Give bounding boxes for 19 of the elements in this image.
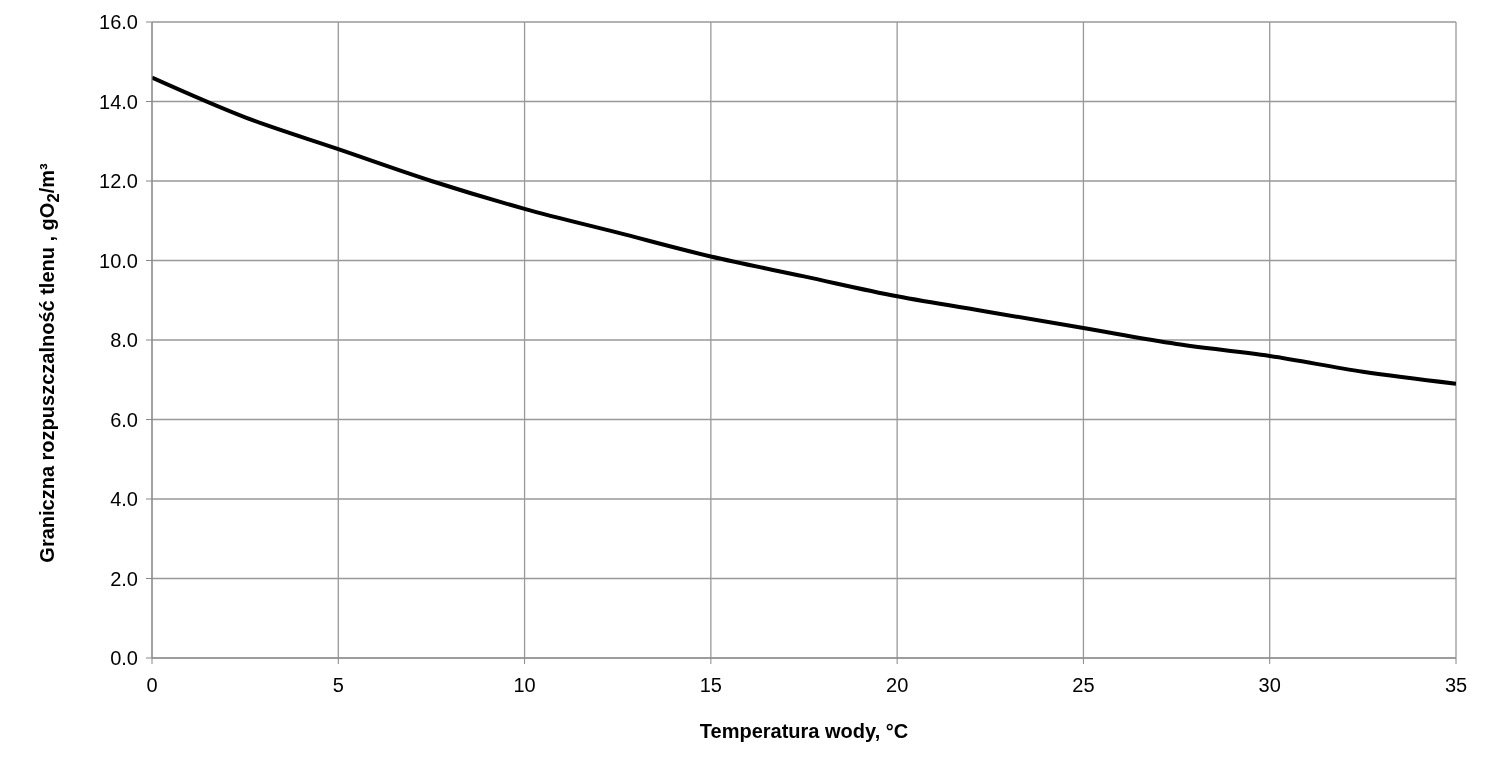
y-tick-label: 2.0 (110, 567, 138, 590)
x-tick-label: 10 (513, 674, 536, 696)
x-tick-label: 35 (1444, 674, 1468, 696)
x-axis-title: Temperatura wody, °C (699, 720, 909, 742)
x-tick-label: 25 (1072, 674, 1095, 696)
y-tick-label: 16.0 (99, 11, 138, 34)
y-tick-label: 12.0 (99, 170, 138, 193)
x-tick-label: 5 (332, 674, 344, 696)
x-tick-label: 20 (886, 674, 909, 696)
y-tick-label: 6.0 (110, 408, 138, 431)
x-tick-label: 0 (146, 674, 158, 696)
y-tick-label: 14.0 (99, 90, 138, 113)
y-tick-label: 4.0 (110, 488, 138, 511)
y-tick-label: 8.0 (110, 329, 138, 352)
y-tick-label: 0.0 (110, 647, 138, 670)
y-tick-label: 10.0 (99, 249, 138, 272)
line-series (152, 75, 1456, 386)
x-tick-label: 30 (1258, 674, 1281, 696)
x-tick-label: 15 (699, 674, 722, 696)
